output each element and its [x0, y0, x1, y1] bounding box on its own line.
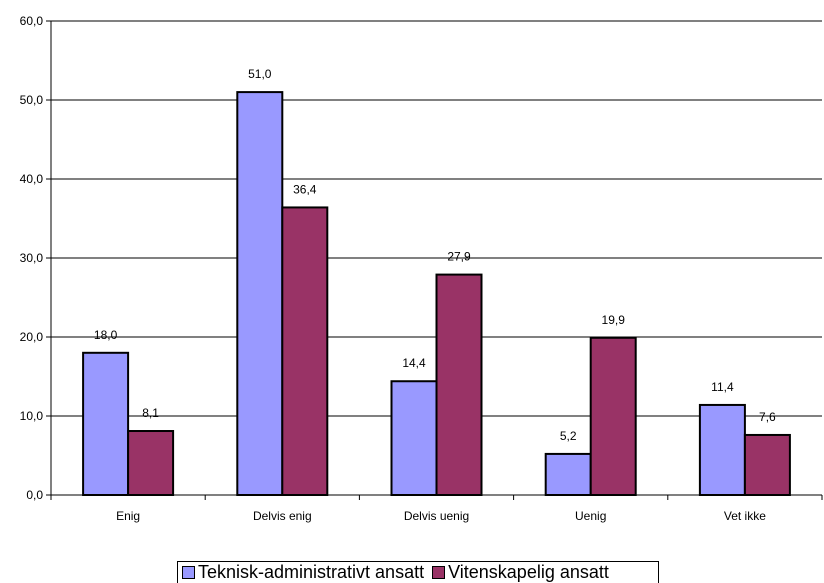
y-tick-label: 50,0 — [20, 93, 44, 107]
data-label: 14,4 — [402, 356, 426, 370]
bar — [435, 273, 483, 496]
y-tick-label: 10,0 — [20, 409, 44, 423]
x-category-label: Vet ikke — [724, 509, 766, 523]
y-tick-label: 30,0 — [20, 251, 44, 265]
x-category-label: Enig — [116, 509, 140, 523]
data-label: 11,4 — [711, 380, 734, 394]
bar — [82, 351, 130, 496]
data-label: 18,0 — [94, 328, 118, 342]
legend-swatch-teknisk — [182, 566, 195, 579]
x-category-label: Delvis enig — [253, 509, 312, 523]
legend-label-teknisk: Teknisk-administrativt ansatt — [198, 562, 425, 582]
data-label: 36,4 — [293, 182, 317, 196]
legend-swatch-vitenskapelig — [432, 566, 446, 579]
data-label: 27,9 — [447, 250, 471, 264]
data-label: 8,1 — [142, 406, 159, 420]
bar — [544, 452, 592, 497]
data-label: 7,6 — [759, 410, 776, 424]
y-tick-label: 40,0 — [20, 172, 44, 186]
data-label: 51,0 — [248, 67, 272, 81]
bar — [589, 336, 637, 497]
legend-label-vitenskapelig: Vitenskapelig ansatt — [448, 562, 609, 582]
legend: Teknisk-administrativt ansatt Vitenskape… — [177, 561, 659, 583]
bar-chart: 0,0 10,0 20,0 30,0 40,0 50,0 60,0 18,0 8,1 Enig 51… — [20, 14, 823, 523]
bar — [390, 380, 438, 496]
x-category-label: Delvis uenig — [404, 509, 469, 523]
data-label: 19,9 — [602, 313, 626, 327]
y-tick-label: 20,0 — [20, 330, 44, 344]
bar — [127, 430, 175, 497]
bar — [698, 403, 746, 496]
legend-item-teknisk: Teknisk-administrativt ansatt — [182, 562, 424, 583]
y-tick-label: 60,0 — [20, 14, 44, 28]
legend-item-vitenskapelig: Vitenskapelig ansatt — [432, 562, 609, 583]
x-category-label: Uenig — [575, 509, 606, 523]
bar — [236, 91, 284, 496]
y-tick-label: 0,0 — [26, 488, 43, 502]
data-label: 5,2 — [560, 429, 577, 443]
bar — [281, 206, 329, 496]
bar — [743, 433, 791, 496]
